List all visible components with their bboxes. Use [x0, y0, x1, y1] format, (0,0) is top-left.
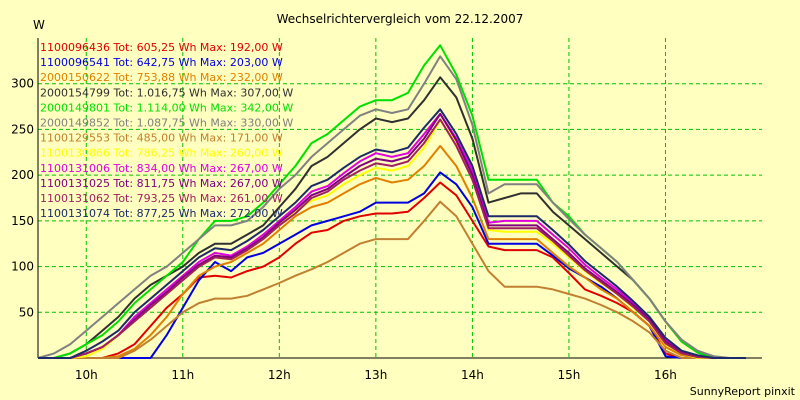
- legend-entry-2000150622: 2000150622 Tot: 753,88 Wh Max: 232,00 W: [40, 71, 283, 84]
- legend-entry-2000149852: 2000149852 Tot: 1.087,75 Wh Max: 330,00 …: [40, 117, 293, 130]
- legend-entry-2000154799: 2000154799 Tot: 1.016,75 Wh Max: 307,00 …: [40, 86, 293, 99]
- series-line-1100131025: [38, 112, 746, 359]
- chart-title: Wechselrichtervergleich vom 22.12.2007: [277, 12, 524, 26]
- series-line-1100131006: [38, 112, 746, 359]
- footer-label: SunnyReport pinxit: [690, 385, 796, 398]
- y-tick-label: 250: [11, 122, 34, 136]
- legend-entry-1100131074: 1100131074 Tot: 877,25 Wh Max: 272,00 W: [40, 207, 283, 220]
- legend-entry-1100131006: 1100131006 Tot: 834,00 Wh Max: 267,00 W: [40, 162, 283, 175]
- legend-entry-1100131025: 1100131025 Tot: 811,75 Wh Max: 267,00 W: [40, 177, 283, 190]
- y-axis-label: W: [33, 18, 45, 32]
- legend-entry-1100096541: 1100096541 Tot: 642,75 Wh Max: 203,00 W: [40, 56, 283, 69]
- x-tick-label: 14h: [461, 368, 484, 382]
- legend: 1100096436 Tot: 605,25 Wh Max: 192,00 W 1…: [40, 41, 293, 220]
- legend-entry-2000149801: 2000149801 Tot: 1.114,00 Wh Max: 342,00 …: [40, 101, 293, 114]
- legend-entry-1100130866: 1100130866 Tot: 786,25 Wh Max: 260,00 W: [40, 147, 283, 160]
- plot-area: 50 100 150 200 250 300 10h 11h 12h 13h 14h 15h 16h: [11, 38, 762, 382]
- series-line-1100096436: [38, 181, 746, 359]
- x-tick-label: 13h: [364, 368, 387, 382]
- x-tick-label: 16h: [654, 368, 677, 382]
- y-tick-label: 200: [11, 168, 34, 182]
- y-tick-label: 300: [11, 77, 34, 91]
- series-line-1100129553: [38, 200, 746, 359]
- series-line-2000149852: [37, 55, 746, 359]
- x-tick-label: 11h: [171, 368, 194, 382]
- y-tick-label: 50: [19, 305, 34, 319]
- legend-entry-1100096436: 1100096436 Tot: 605,25 Wh Max: 192,00 W: [40, 41, 283, 54]
- legend-entry-1100129553: 1100129553 Tot: 485,00 Wh Max: 171,00 W: [40, 132, 283, 145]
- y-tick-label: 150: [11, 214, 34, 228]
- x-tick-label: 10h: [75, 368, 98, 382]
- legend-entry-1100131062: 1100131062 Tot: 793,25 Wh Max: 261,00 W: [40, 192, 283, 205]
- y-tick-label: 100: [11, 260, 34, 274]
- series-line-1100131074: [38, 108, 746, 359]
- series-line-2000150622: [38, 144, 746, 359]
- x-tick-label: 15h: [557, 368, 580, 382]
- x-tick-label: 12h: [268, 368, 291, 382]
- series-line-1100131062: [38, 118, 746, 359]
- series-line-2000154799: [38, 76, 746, 359]
